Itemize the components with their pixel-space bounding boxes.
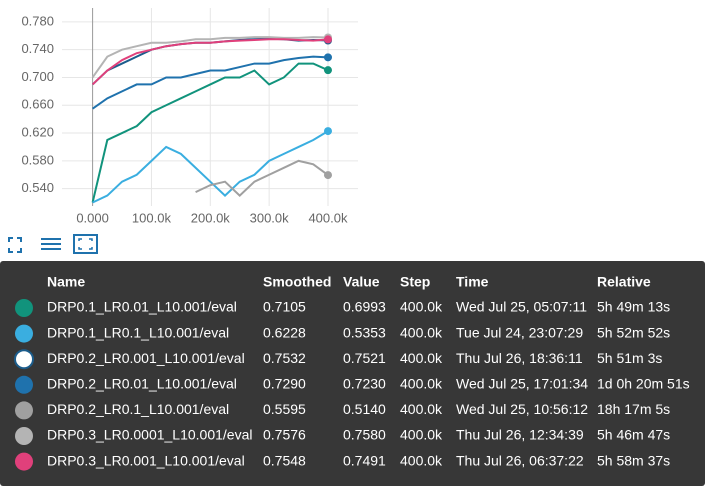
table-cell: 0.6993: [343, 299, 386, 315]
end-dot: [323, 171, 332, 180]
log-scale-icon[interactable]: [41, 238, 61, 250]
series-swatch: [15, 299, 33, 317]
toolbar: [8, 234, 98, 254]
chart: 0.540 0.580 0.620 0.660 0.700 0.740 0.780 0.000…: [21, 8, 358, 225]
table-cell: Thu Jul 26, 12:34:39: [456, 427, 584, 443]
fit-domain-icon[interactable]: [73, 234, 98, 254]
table-cell: 5h 49m 13s: [597, 299, 670, 315]
series-line: [92, 130, 329, 204]
table-cell: 0.7491: [343, 452, 386, 468]
table-cell: 400.0k: [400, 324, 443, 340]
table-cell: 0.5595: [263, 401, 306, 417]
table-cell: 0.7576: [263, 427, 306, 443]
table-cell: 0.7521: [343, 350, 386, 366]
table-cell: 0.5353: [343, 324, 386, 340]
table-cell: 400.0k: [400, 299, 443, 315]
table-cell: DRP0.2_LR0.01_L10.001/eval: [47, 376, 237, 392]
series-swatch: [15, 401, 33, 420]
table-header: Value: [343, 274, 380, 290]
tooltip: [0, 261, 705, 486]
table-header: Name: [47, 274, 85, 290]
fit-domain-glyph: [78, 238, 93, 250]
series-swatch: [15, 324, 33, 343]
table-cell: Thu Jul 26, 18:36:11: [456, 350, 583, 366]
table-cell: 0.7548: [263, 452, 306, 468]
table-header: Relative: [597, 274, 651, 290]
table-cell: Thu Jul 26, 06:37:22: [456, 452, 584, 468]
series-swatch: [15, 452, 33, 471]
table-cell: Wed Jul 25, 10:56:12: [456, 401, 588, 417]
table-cell: 400.0k: [400, 350, 443, 366]
table-cell: 0.7532: [263, 350, 306, 366]
x-tick-label: 100.0k: [132, 210, 172, 225]
table-cell: 0.6228: [263, 324, 306, 340]
table-cell: 0.5140: [343, 401, 386, 417]
end-dot: [323, 53, 332, 62]
table-cell: DRP0.3_LR0.0001_L10.001/eval: [47, 427, 253, 443]
table-cell: 18h 17m 5s: [597, 401, 670, 417]
series-line: [91, 62, 329, 203]
x-tick-label: 0.000: [76, 210, 109, 225]
y-tick-label: 0.620: [21, 124, 54, 139]
table-cell: DRP0.2_LR0.1_L10.001/eval: [47, 401, 229, 417]
table-cell: DRP0.1_LR0.01_L10.001/eval: [47, 299, 237, 315]
y-tick-label: 0.660: [21, 97, 54, 112]
table-cell: 0.7230: [343, 376, 386, 392]
series-swatch: [14, 349, 34, 370]
series-line: [91, 36, 329, 79]
x-tick-label: 200.0k: [191, 210, 231, 225]
y-tick-label: 0.740: [21, 41, 54, 56]
series-line: [91, 38, 329, 86]
table-cell: 0.7580: [343, 427, 386, 443]
table-header: Step: [400, 274, 430, 290]
table-cell: Wed Jul 25, 05:07:11: [456, 299, 587, 315]
x-tick-label: 400.0k: [308, 210, 348, 225]
table-cell: 5h 46m 47s: [597, 427, 670, 443]
series-swatch: [15, 427, 33, 445]
y-tick-label: 0.540: [21, 180, 54, 195]
y-tick-label: 0.780: [21, 13, 54, 28]
end-dot: [323, 66, 332, 75]
y-tick-label: 0.700: [21, 69, 54, 84]
y-tick-label: 0.580: [21, 152, 54, 167]
tooltip-table: Name Smoothed Value Step Time Relative DRP0.1_…: [14, 274, 690, 471]
series-line: [92, 55, 329, 110]
table-cell: DRP0.2_LR0.001_L10.001/eval: [47, 350, 245, 366]
table-cell: 5h 52m 52s: [597, 324, 670, 340]
table-cell: DRP0.3_LR0.001_L10.001/eval: [47, 452, 245, 468]
table-header: Time: [456, 274, 489, 290]
table-cell: Wed Jul 25, 17:01:34: [456, 376, 588, 392]
table-header: Smoothed: [263, 274, 331, 290]
table-cell: 1d 0h 20m 51s: [597, 376, 690, 392]
table-cell: 5h 51m 3s: [597, 350, 662, 366]
table-cell: 5h 58m 37s: [597, 452, 670, 468]
table-cell: 400.0k: [400, 427, 443, 443]
fullscreen-icon[interactable]: [8, 237, 22, 253]
series-line: [195, 159, 329, 197]
table-cell: Tue Jul 24, 23:07:29: [456, 324, 583, 340]
table-cell: 0.7290: [263, 376, 306, 392]
end-dot: [323, 127, 332, 136]
end-dot: [323, 35, 332, 44]
table-cell: 400.0k: [400, 376, 443, 392]
x-tick-label: 300.0k: [250, 210, 290, 225]
table-cell: 400.0k: [400, 452, 443, 468]
table-cell: 0.7105: [263, 299, 306, 315]
series-swatch: [15, 375, 33, 394]
table-cell: DRP0.1_LR0.1_L10.001/eval: [47, 324, 229, 340]
table-cell: 400.0k: [400, 401, 443, 417]
